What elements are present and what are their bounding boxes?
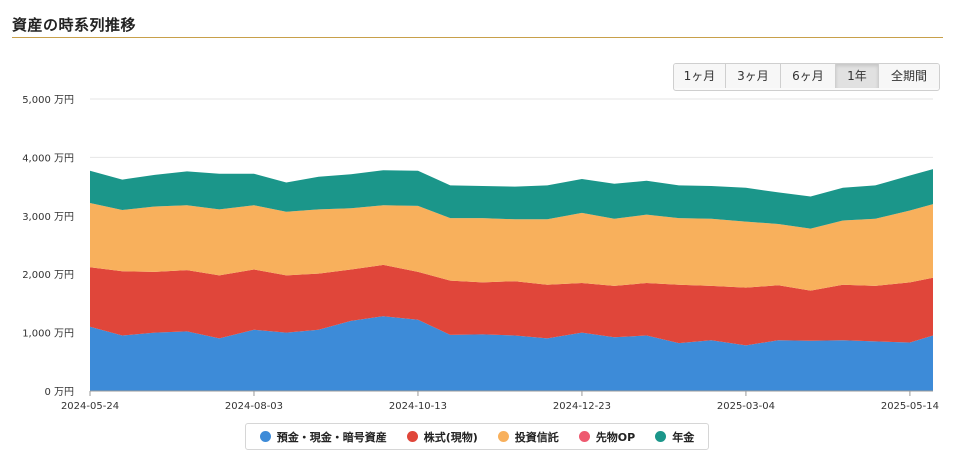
- x-tick-label: 2024-08-03: [225, 401, 283, 412]
- chart-legend: 預金・現金・暗号資産 株式(現物) 投資信託 先物OP 年金: [245, 423, 709, 450]
- area-series-4: [90, 169, 933, 229]
- y-tick-label: 0 万円: [44, 387, 74, 398]
- y-tick-label: 2,000 万円: [22, 270, 74, 281]
- legend-dot-stocks: [406, 431, 418, 442]
- y-tick-label: 4,000 万円: [22, 153, 74, 164]
- legend-label-futures: 先物OP: [595, 430, 636, 444]
- axes: 0 万円 1,000 万円 2,000 万円 3,000 万円 4,000 万円 5,00…: [22, 95, 939, 412]
- x-tick-label: 2025-05-14: [881, 401, 939, 412]
- range-selector: 1ヶ月 3ヶ月 6ヶ月 1年 全期間: [673, 63, 940, 91]
- legend-dot-futures: [578, 431, 590, 442]
- legend-dot-deposits: [259, 431, 271, 442]
- y-tick-label: 1,000 万円: [22, 329, 74, 340]
- legend-dot-funds: [497, 431, 509, 442]
- legend-label-funds: 投資信託: [514, 430, 559, 444]
- x-tick-label: 2024-05-24: [61, 401, 119, 412]
- legend-item-pension[interactable]: 年金: [655, 429, 694, 445]
- asset-area-chart: 0 万円 1,000 万円 2,000 万円 3,000 万円 4,000 万円 5,00…: [22, 95, 939, 412]
- area-series-2: [90, 203, 933, 291]
- y-tick-label: 5,000 万円: [22, 95, 74, 106]
- legend-item-funds[interactable]: 投資信託: [497, 429, 559, 445]
- legend-dot-pension: [655, 431, 667, 442]
- range-6-month-button[interactable]: 6ヶ月: [781, 64, 836, 88]
- range-all-button[interactable]: 全期間: [879, 64, 939, 88]
- title-divider: [12, 37, 943, 38]
- area-series-1: [90, 264, 933, 346]
- legend-item-stocks[interactable]: 株式(現物): [406, 429, 478, 445]
- area-series-0: [90, 316, 933, 391]
- x-tick-label: 2024-10-13: [389, 401, 447, 412]
- legend-label-stocks: 株式(現物): [423, 430, 478, 444]
- page-title: 資産の時系列推移: [12, 16, 137, 34]
- range-1-year-button[interactable]: 1年: [836, 64, 879, 88]
- legend-item-deposits[interactable]: 預金・現金・暗号資産: [259, 429, 387, 445]
- stacked-areas: [90, 169, 933, 391]
- x-tick-label: 2024-12-23: [553, 401, 611, 412]
- legend-label-deposits: 預金・現金・暗号資産: [276, 430, 387, 444]
- legend-item-futures[interactable]: 先物OP: [578, 429, 636, 445]
- y-tick-label: 3,000 万円: [22, 212, 74, 223]
- legend-label-pension: 年金: [672, 430, 695, 444]
- range-3-month-button[interactable]: 3ヶ月: [726, 64, 781, 88]
- range-1-month-button[interactable]: 1ヶ月: [674, 64, 726, 88]
- x-tick-label: 2025-03-04: [717, 401, 775, 412]
